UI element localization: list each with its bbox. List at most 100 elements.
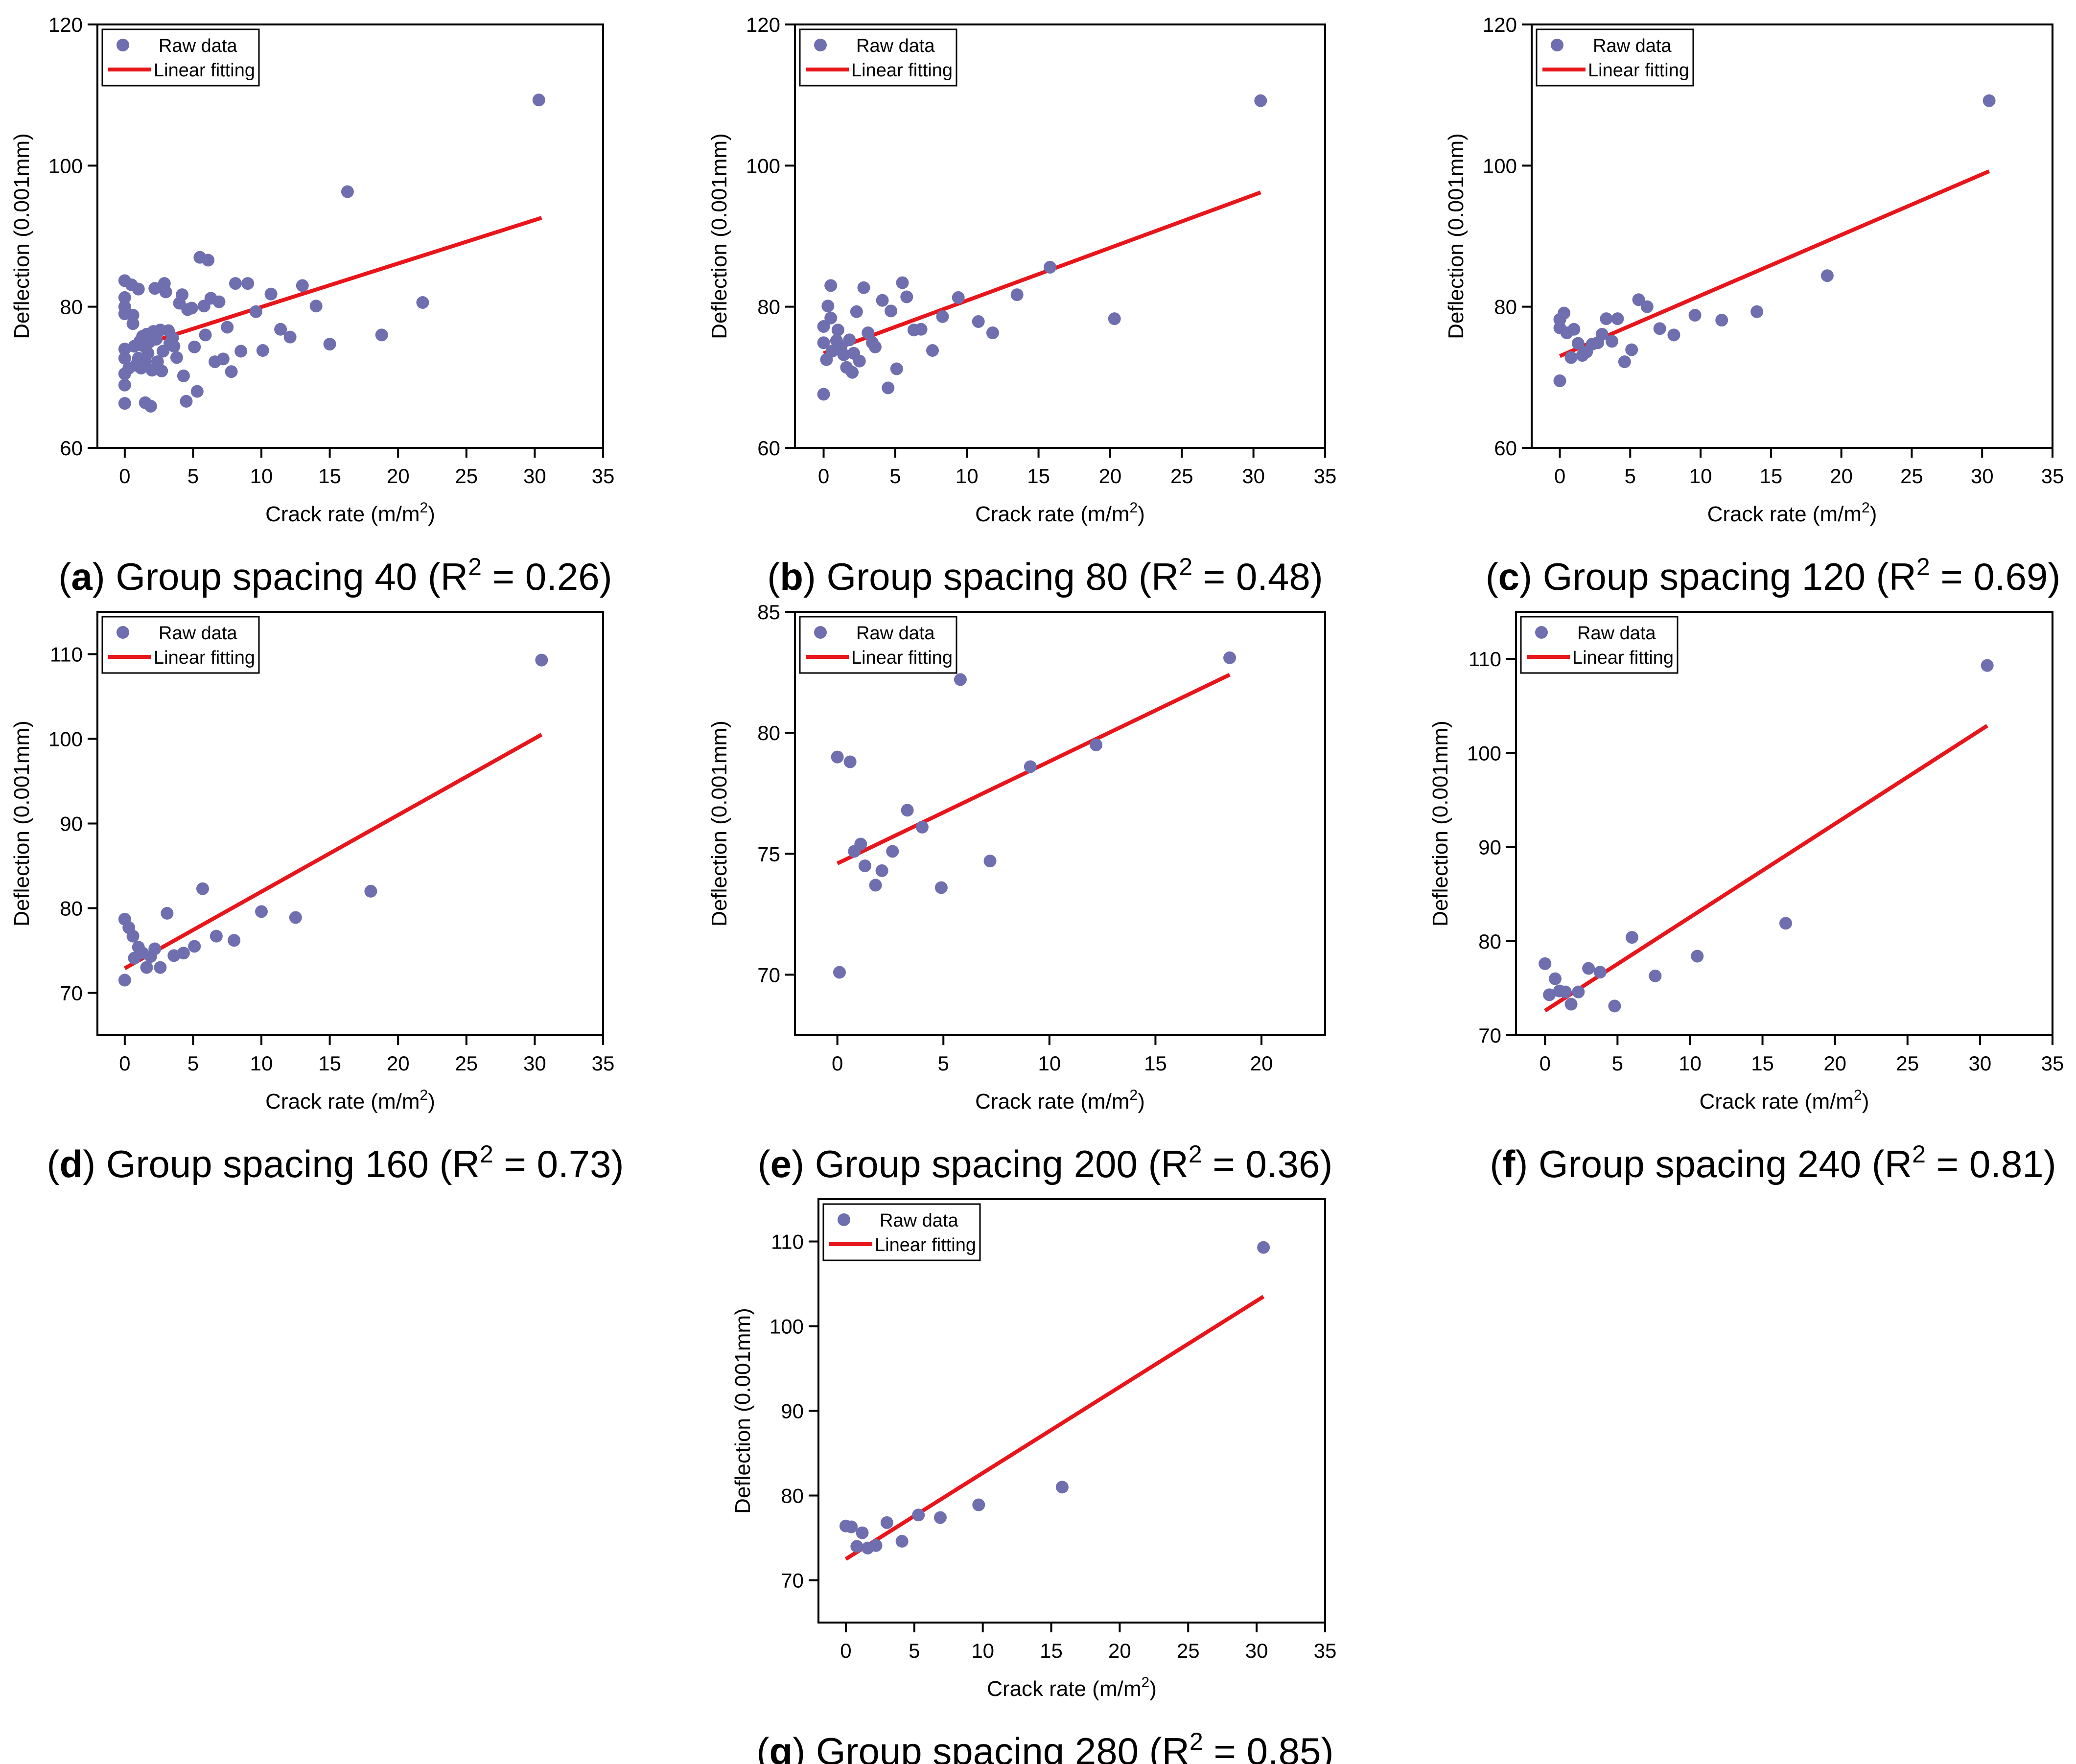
data-point [118,974,131,987]
data-point [1223,651,1236,664]
legend-label-linear-fitting: Linear fitting [154,648,255,668]
data-point [936,310,949,323]
y-axis-label: Deflection (0.001mm) [1428,720,1452,927]
x-tick-label: 5 [187,464,199,487]
data-point [896,276,909,289]
data-point [1558,306,1571,320]
legend-label-raw-data: Raw data [880,1210,958,1231]
data-point [1593,966,1607,979]
data-point [167,949,181,962]
plot-frame [794,611,1326,1036]
data-point [862,326,875,340]
x-tick-label: 30 [523,464,546,487]
y-tick-label: 80 [757,721,780,744]
linear-fit-line [844,1295,1265,1561]
x-tick-label: 5 [1625,464,1636,487]
x-tick-label: 10 [1689,464,1712,487]
data-point [180,395,193,408]
data-point [234,345,248,358]
legend-label-linear-fitting: Linear fitting [875,1235,976,1255]
data-point [1090,738,1103,751]
legend-point-marker [814,626,827,639]
x-axis-label: Crack rate (m/m2) [265,1087,435,1114]
x-tick-label: 20 [387,1052,410,1075]
legend-label-raw-data: Raw data [856,36,935,56]
data-point [159,285,172,299]
x-tick-label: 25 [1900,464,1923,487]
data-point [1605,335,1618,348]
x-tick-label: 25 [1896,1052,1919,1075]
linear-fit-line [124,216,542,352]
data-point [228,934,241,947]
data-point [118,378,131,392]
data-point [850,1540,863,1553]
data-point [901,804,914,817]
x-tick-label: 0 [818,464,829,487]
data-point [225,365,238,378]
y-tick-label: 70 [757,963,780,986]
data-point [1691,950,1704,963]
y-tick-label: 60 [1494,437,1517,460]
linear-fit-line [823,190,1261,355]
data-point [912,1509,925,1522]
panel-caption: (f) Group spacing 240 (R2 = 0.81) [1490,1140,2056,1185]
data-point [196,882,209,895]
data-point [933,1511,947,1524]
data-point [264,287,278,301]
chart-panel-d: 0 5 10 15 20 25 30 35 70 80 90 100 110 Crack rate (m/… [10,611,624,1185]
data-point [846,366,859,379]
data-point [1543,988,1556,1001]
x-tick-label: 0 [832,1052,843,1075]
y-tick-label: 120 [746,13,780,36]
data-point [118,397,131,410]
data-point [1820,269,1834,282]
x-tick-label: 0 [1554,464,1565,487]
x-tick-label: 10 [1679,1052,1702,1075]
y-tick-label: 110 [771,1230,804,1253]
data-point [210,929,223,943]
panel-caption: (d) Group spacing 160 (R2 = 0.73) [47,1140,624,1185]
data-point [824,279,838,292]
data-point [256,344,269,357]
data-point [154,961,167,974]
x-tick-label: 5 [187,1052,199,1075]
legend-label-raw-data: Raw data [856,623,935,644]
legend-label-linear-fitting: Linear fitting [851,648,953,668]
data-point [140,961,153,974]
x-tick-label: 35 [592,1052,615,1075]
y-tick-label: 80 [60,897,83,920]
data-point [915,820,929,834]
data-point [1055,1481,1069,1494]
y-tick-label: 100 [48,154,83,177]
data-point [141,347,155,360]
data-point [535,653,548,667]
data-point [416,296,429,309]
data-point [868,340,882,353]
y-tick-label: 100 [746,154,780,177]
data-point [1595,327,1609,341]
data-point [1257,1241,1270,1254]
x-tick-label: 35 [2041,1052,2064,1075]
y-tick-label: 120 [48,13,83,36]
x-tick-label: 15 [1027,464,1050,487]
data-point [857,281,870,294]
panel-caption: (c) Group spacing 120 (R2 = 0.69) [1486,553,2061,598]
data-point [144,399,157,413]
y-tick-label: 80 [1494,296,1517,319]
data-point [118,343,131,356]
data-point [221,321,234,334]
data-point [1649,969,1662,982]
data-point [854,837,867,851]
data-point [983,855,997,868]
data-point [202,254,215,267]
data-point [1750,305,1764,318]
chart-panel-f: 0 5 10 15 20 25 30 35 70 80 90 100 110 Crack rate (m/… [1428,611,2064,1185]
x-axis-label: Crack rate (m/m2) [1700,1087,1869,1114]
plot-frame [96,23,604,449]
x-tick-label: 0 [119,1052,130,1075]
x-tick-label: 0 [119,464,130,487]
data-point [1688,308,1702,322]
x-tick-label: 5 [889,464,901,487]
x-tick-label: 10 [956,464,979,487]
data-point [914,323,928,336]
